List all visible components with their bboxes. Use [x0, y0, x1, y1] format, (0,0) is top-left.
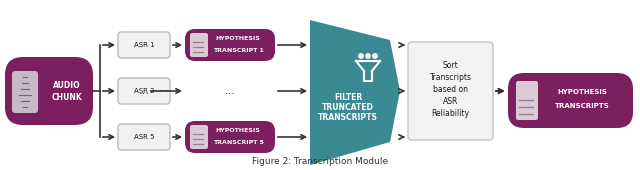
- Text: HYPOTHESIS: HYPOTHESIS: [216, 129, 260, 133]
- Text: TRANSCRIPTS: TRANSCRIPTS: [555, 103, 610, 108]
- Circle shape: [366, 54, 370, 58]
- FancyBboxPatch shape: [185, 121, 275, 153]
- Text: CHUNK: CHUNK: [52, 94, 83, 103]
- FancyBboxPatch shape: [516, 81, 538, 120]
- FancyBboxPatch shape: [5, 57, 93, 125]
- Text: Transcripts: Transcripts: [429, 73, 472, 82]
- FancyBboxPatch shape: [508, 73, 633, 128]
- Text: TRANSCRIPT 1: TRANSCRIPT 1: [212, 47, 264, 53]
- FancyBboxPatch shape: [190, 125, 208, 149]
- Text: ...: ...: [139, 86, 149, 96]
- FancyBboxPatch shape: [118, 32, 170, 58]
- Text: ASR 1: ASR 1: [134, 42, 154, 48]
- FancyBboxPatch shape: [408, 42, 493, 140]
- Text: FILTER: FILTER: [334, 94, 362, 103]
- Text: ASR: ASR: [443, 98, 458, 106]
- Text: Sort: Sort: [443, 61, 458, 70]
- Text: HYPOTHESIS: HYPOTHESIS: [557, 89, 607, 95]
- Text: AUDIO: AUDIO: [53, 81, 81, 90]
- Circle shape: [359, 54, 364, 58]
- Circle shape: [372, 54, 377, 58]
- Text: TRANSCRIPT 5: TRANSCRIPT 5: [212, 140, 264, 144]
- Polygon shape: [310, 20, 400, 165]
- FancyBboxPatch shape: [190, 33, 208, 57]
- FancyBboxPatch shape: [185, 29, 275, 61]
- Text: ASR 2: ASR 2: [134, 88, 154, 94]
- Text: Figure 2: Transcription Module: Figure 2: Transcription Module: [252, 157, 388, 166]
- Text: HYPOTHESIS: HYPOTHESIS: [216, 37, 260, 41]
- FancyBboxPatch shape: [118, 124, 170, 150]
- Text: ...: ...: [225, 86, 236, 96]
- Text: TRANSCRIPTS: TRANSCRIPTS: [318, 114, 378, 123]
- FancyBboxPatch shape: [12, 71, 38, 113]
- Text: based on: based on: [433, 86, 468, 95]
- Text: ASR 5: ASR 5: [134, 134, 154, 140]
- FancyBboxPatch shape: [118, 78, 170, 104]
- Text: TRUNCATED: TRUNCATED: [322, 104, 374, 113]
- Text: ...: ...: [159, 83, 170, 93]
- Text: Reliability: Reliability: [431, 109, 470, 118]
